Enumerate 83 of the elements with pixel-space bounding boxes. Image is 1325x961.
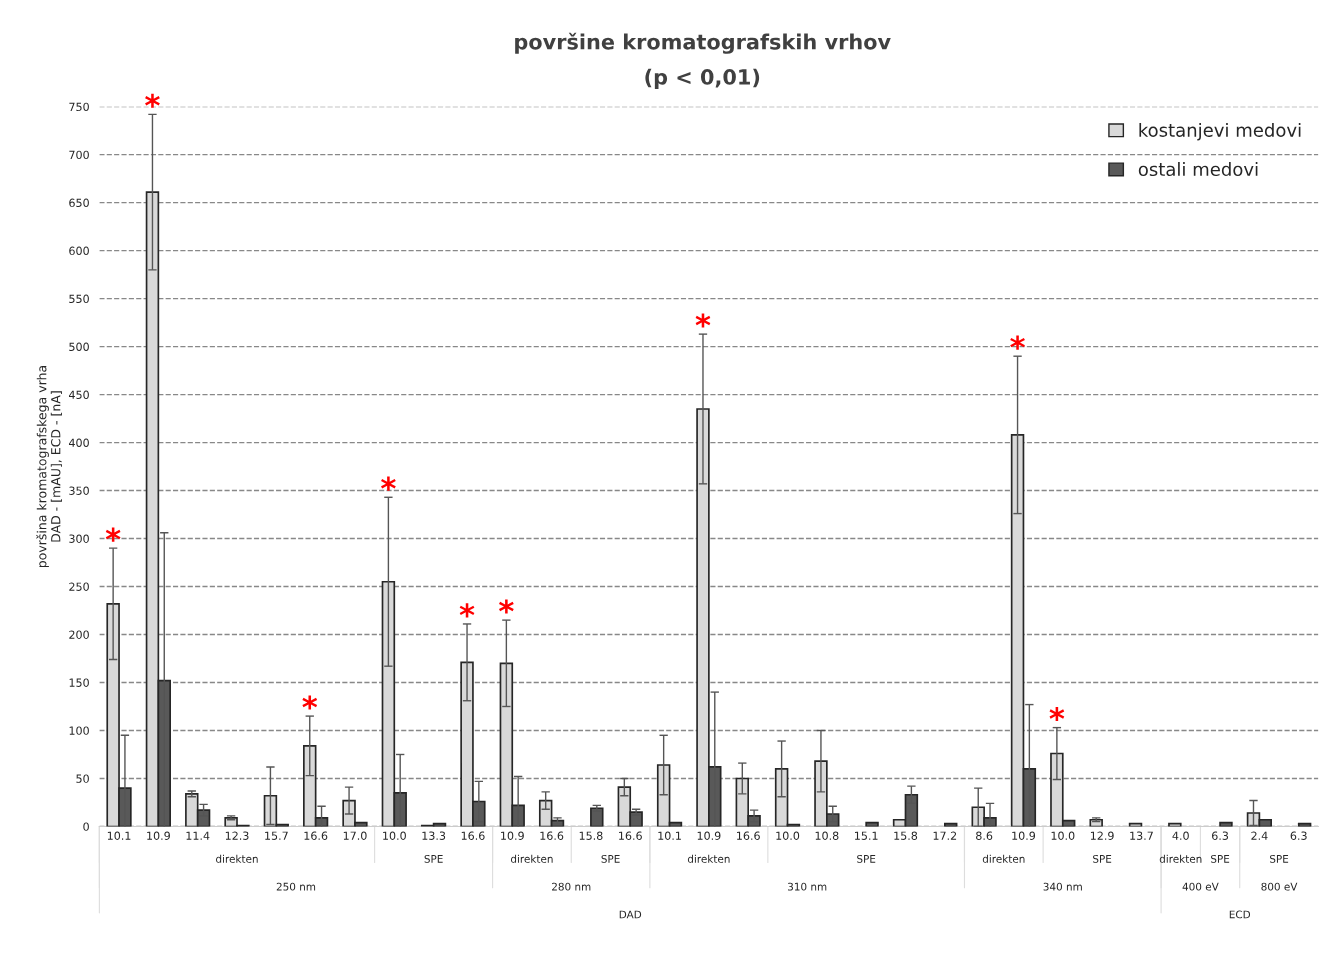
text: 800 eV <box>1261 882 1298 891</box>
y-tick-label: 350 <box>69 486 89 495</box>
x-tick-label: 16.6 <box>461 831 485 840</box>
text: direkten <box>510 854 553 863</box>
text: 250 nm <box>276 882 316 891</box>
data-label: * <box>695 313 711 328</box>
x-tick-label: 10.9 <box>697 831 721 840</box>
text: SPE <box>1093 854 1112 863</box>
text: direkten <box>982 854 1025 863</box>
bar <box>590 807 604 827</box>
data-label: * <box>1010 335 1025 350</box>
y-tick-label: 450 <box>68 390 89 399</box>
text: ECD <box>1229 910 1251 919</box>
data-label: * <box>1049 706 1065 722</box>
x-tick-label: 10.8 <box>815 831 839 840</box>
y-tick-label: 650 <box>69 198 89 208</box>
chart-title: površine kromatografskih vrhov <box>515 32 891 54</box>
x-tick-label: 6.3 <box>1290 831 1307 840</box>
text: 340 nm <box>1043 882 1082 891</box>
data-label: * <box>498 599 514 614</box>
text: 280 nm <box>552 882 591 891</box>
y-tick-label: 700 <box>69 150 89 160</box>
x-tick-label: 10.9 <box>1012 831 1036 840</box>
y-tick-label: 100 <box>69 726 89 735</box>
x-tick-label: 15.8 <box>894 831 918 840</box>
y-tick-label: 0 <box>83 822 89 831</box>
x-tick-label: 10.0 <box>1051 831 1075 840</box>
y-tick-label: 600 <box>69 246 89 256</box>
x-tick-label: 10.9 <box>147 831 170 840</box>
text: 310 nm <box>788 882 827 891</box>
data-label: * <box>302 695 318 710</box>
legend-label: ostali medovi <box>1138 162 1258 177</box>
x-tick-label: 6.3 <box>1212 831 1229 840</box>
data-label: * <box>381 476 396 491</box>
text: direkten <box>216 854 258 863</box>
x-tick-label: 15.7 <box>265 831 288 840</box>
x-tick-label: 10.9 <box>501 831 524 840</box>
x-tick-label: 16.6 <box>304 831 328 840</box>
x-tick-label: 13.7 <box>1130 831 1153 840</box>
text: SPE <box>424 854 443 863</box>
x-tick-label: 17.2 <box>933 831 957 840</box>
x-tick-label: 10.0 <box>776 831 800 840</box>
text: 400 eV <box>1182 882 1219 891</box>
x-tick-label: 16.6 <box>737 831 760 840</box>
y-tick-label: 250 <box>69 582 89 591</box>
y-tick-label: 300 <box>69 534 89 543</box>
text: DAD <box>619 910 642 919</box>
x-tick-label: 4.0 <box>1172 831 1189 840</box>
data-label: * <box>105 527 121 542</box>
x-tick-label: 2.4 <box>1251 831 1268 840</box>
y-axis-title: površina kromatografskega vrha DAD - [mAU], ECD - [nA] <box>36 366 62 568</box>
bar <box>865 821 879 827</box>
data-label: * <box>459 603 475 618</box>
y-tick-label: 50 <box>76 774 89 783</box>
y-tick-label: 550 <box>69 294 89 303</box>
x-tick-label: 10.1 <box>107 831 131 840</box>
x-tick-label: 16.6 <box>540 831 564 840</box>
text: SPE <box>601 854 620 863</box>
x-tick-label: 12.3 <box>225 831 249 840</box>
x-tick-label: 15.8 <box>579 831 603 840</box>
chart-subtitle: (p < 0,01) <box>645 68 760 89</box>
x-tick-label: 12.9 <box>1090 831 1114 840</box>
x-tick-label: 8.6 <box>976 831 993 840</box>
text: direkten <box>1159 854 1202 863</box>
x-tick-label: 10.1 <box>658 831 681 840</box>
bar <box>1219 821 1233 827</box>
text: SPE <box>1270 854 1289 863</box>
x-tick-label: 16.6 <box>619 831 642 840</box>
y-tick-label: 400 <box>68 438 89 447</box>
x-tick-label: 15.1 <box>855 831 878 840</box>
text: SPE <box>857 854 876 863</box>
legend-label: kostanjevi medovi <box>1139 122 1301 141</box>
x-tick-label: 17.0 <box>343 831 367 840</box>
y-tick-label: 500 <box>69 342 89 351</box>
y-tick-label: 750 <box>69 102 89 112</box>
text: SPE <box>1211 854 1230 863</box>
x-tick-label: 13.3 <box>422 831 446 840</box>
x-tick-label: 10.0 <box>383 831 406 840</box>
text: direkten <box>687 854 730 863</box>
y-tick-label: 150 <box>69 678 89 687</box>
y-tick-label: 200 <box>69 630 89 639</box>
x-tick-label: 11.4 <box>186 831 210 840</box>
data-label: * <box>145 93 160 108</box>
